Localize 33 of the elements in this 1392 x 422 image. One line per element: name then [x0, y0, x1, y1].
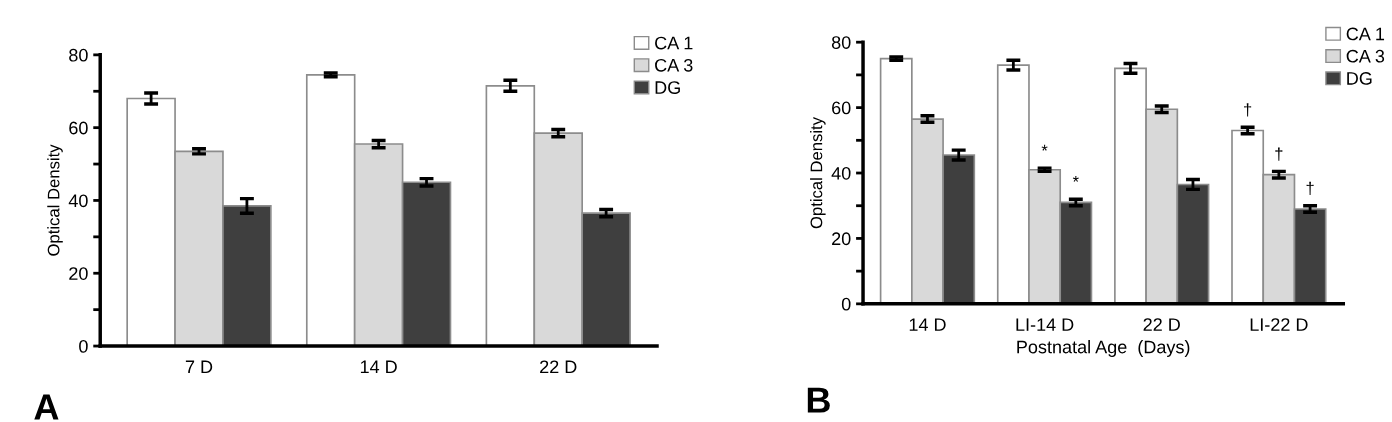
legend-label: DG — [655, 81, 680, 94]
y-tick-label: 80 — [831, 36, 851, 49]
y-tick-label: 20 — [69, 267, 88, 280]
annotation: * — [1041, 144, 1048, 151]
legend-label: CA 1 — [1346, 27, 1385, 41]
annotation: * — [1072, 175, 1079, 182]
x-axis-title: Postnatal Age (Days) — [1017, 340, 1190, 357]
annotation: † — [1306, 181, 1314, 196]
x-tick-label: 22 D — [540, 360, 577, 374]
x-tick-label: LI-22 D — [1250, 318, 1308, 331]
x-tick-label: 7 D — [185, 360, 213, 374]
legend-label: DG — [1347, 72, 1372, 85]
y-tick-label: 0 — [841, 297, 851, 311]
legend-label: CA 3 — [655, 58, 693, 72]
annotation: † — [1275, 147, 1283, 161]
x-tick-label: 22 D — [1143, 318, 1180, 331]
text: A — [34, 394, 59, 420]
x-tick-label: LI-14 D — [1016, 318, 1074, 331]
x-tick-label: 14 D — [909, 318, 946, 331]
y-tick-label: 0 — [79, 339, 88, 353]
x-tick-label: 14 D — [360, 360, 397, 374]
text: B — [807, 387, 830, 413]
y-tick-label: 20 — [832, 232, 851, 246]
y-tick-label: 40 — [68, 194, 88, 208]
y-tick-label: 60 — [69, 121, 88, 135]
y-tick-label: 40 — [831, 166, 851, 180]
y-axis-title: Optical Density — [810, 117, 826, 229]
y-axis-title: Optical Density — [47, 144, 63, 256]
legend-label: CA 1 — [655, 36, 693, 50]
y-tick-label: 80 — [69, 48, 88, 62]
annotation: † — [1244, 103, 1252, 117]
legend-label: CA 3 — [1346, 49, 1385, 63]
y-tick-label: 60 — [832, 101, 851, 115]
